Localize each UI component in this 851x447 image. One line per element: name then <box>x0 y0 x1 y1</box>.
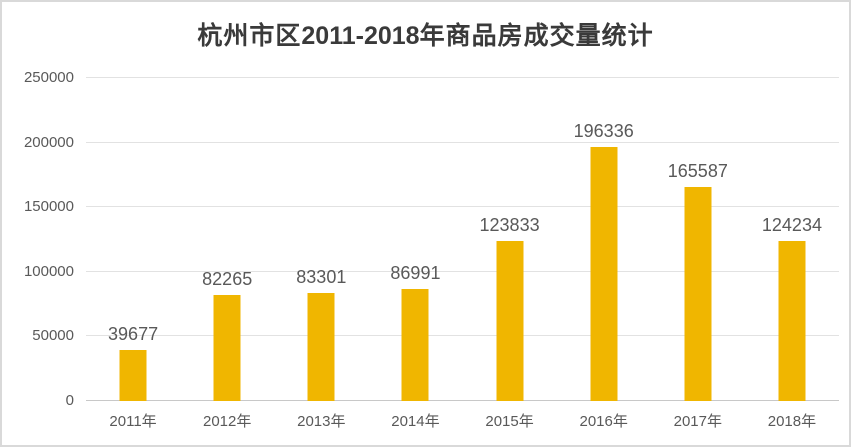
chart-title-prefix: 杭州市区 <box>197 23 302 50</box>
chart-title: 杭州市区2011-2018年商品房成交量统计 <box>2 16 849 52</box>
bar <box>590 147 618 401</box>
bar-group: 82265 2012年 <box>180 78 274 430</box>
bar-group: 196336 2016年 <box>557 78 651 430</box>
bar-group: 39677 2011年 <box>86 78 180 430</box>
chart-title-year-range: 2011-2018 <box>301 22 420 50</box>
x-axis-tick-label: 2012年 <box>203 413 252 430</box>
x-axis-tick-label: 2016年 <box>579 413 628 430</box>
bar-group: 165587 2017年 <box>651 78 745 430</box>
y-axis-tick-label: 50000 <box>32 327 74 345</box>
gridline <box>86 335 839 337</box>
bar <box>119 349 147 401</box>
x-axis-tick-label: 2015年 <box>485 413 534 430</box>
bar-group: 83301 2013年 <box>274 78 368 430</box>
bar-group: 123833 2015年 <box>463 78 557 430</box>
bar <box>684 187 712 401</box>
chart-title-suffix: 年商品房成交量统计 <box>419 23 654 50</box>
bar-value-label: 196336 <box>573 121 634 142</box>
y-axis-tick-label: 250000 <box>23 69 74 86</box>
bar-value-label: 124234 <box>761 214 822 235</box>
bars-row: 39677 2011年 82265 2012年 83301 2013年 86991 2014年… <box>86 78 839 431</box>
x-axis-tick-label: 2014年 <box>391 413 440 430</box>
y-axis-tick-label: 100000 <box>23 262 74 280</box>
bar-value-label: 82265 <box>202 268 253 289</box>
x-axis-line <box>86 400 839 401</box>
gridline <box>86 270 839 272</box>
bar-value-label: 165587 <box>667 161 728 182</box>
bar <box>213 294 241 401</box>
y-axis-tick-label: 150000 <box>23 198 74 216</box>
x-axis-tick-label: 2017年 <box>673 413 722 430</box>
gridline <box>86 141 839 143</box>
plot-area: 0 50000 100000 150000 200000 250000 39677 2011… <box>24 69 839 431</box>
y-axis-tick-label: 200000 <box>23 133 74 151</box>
x-axis-tick-label: 2018年 <box>767 413 817 430</box>
bar-value-label: 123833 <box>479 215 540 236</box>
bar-value-label: 86991 <box>390 262 441 283</box>
bar-group: 86991 2014年 <box>368 78 462 430</box>
bar-value-label: 39677 <box>108 323 159 344</box>
x-axis-tick-label: 2011年 <box>109 413 157 430</box>
gridline <box>86 77 839 78</box>
y-axis-tick-label: 0 <box>65 392 74 409</box>
bar <box>496 241 524 401</box>
bar-value-label: 83301 <box>296 267 347 288</box>
bar-group: 124234 2018年 <box>745 78 839 431</box>
gridline <box>86 206 839 208</box>
bar <box>778 240 806 401</box>
bar <box>401 288 429 401</box>
x-axis-tick-label: 2013年 <box>297 413 346 430</box>
bar <box>307 293 335 401</box>
